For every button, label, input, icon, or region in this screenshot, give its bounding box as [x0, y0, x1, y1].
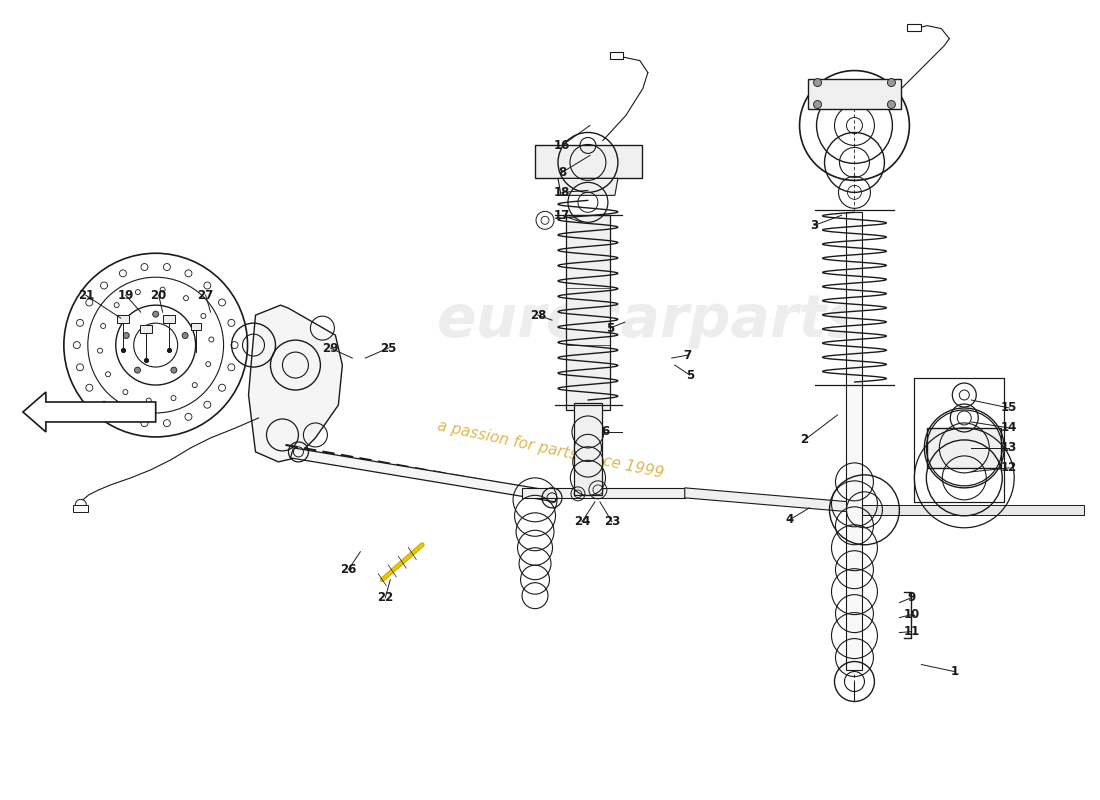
- Text: 5: 5: [606, 322, 614, 334]
- Polygon shape: [849, 505, 1085, 515]
- Text: 3: 3: [811, 219, 818, 232]
- Text: 16: 16: [553, 139, 570, 152]
- Text: 23: 23: [604, 515, 620, 528]
- Text: 12: 12: [1001, 462, 1018, 474]
- Text: 25: 25: [381, 342, 396, 354]
- Polygon shape: [807, 78, 901, 109]
- Text: 7: 7: [684, 349, 692, 362]
- Text: 13: 13: [1001, 442, 1018, 454]
- FancyBboxPatch shape: [609, 52, 623, 58]
- Polygon shape: [927, 428, 1001, 468]
- Circle shape: [888, 78, 895, 86]
- Polygon shape: [290, 448, 558, 502]
- Text: 29: 29: [322, 342, 339, 354]
- Polygon shape: [249, 305, 342, 462]
- Text: 10: 10: [903, 608, 920, 621]
- Text: 26: 26: [340, 563, 356, 576]
- FancyBboxPatch shape: [163, 315, 175, 323]
- Text: 24: 24: [574, 515, 590, 528]
- FancyBboxPatch shape: [73, 505, 88, 512]
- Circle shape: [183, 333, 188, 338]
- Circle shape: [134, 367, 141, 373]
- Text: 28: 28: [530, 309, 547, 322]
- Circle shape: [123, 333, 129, 338]
- FancyBboxPatch shape: [190, 323, 200, 330]
- Text: 2: 2: [801, 434, 808, 446]
- Circle shape: [170, 367, 177, 373]
- Text: 17: 17: [554, 209, 570, 222]
- Polygon shape: [535, 146, 641, 178]
- Text: 4: 4: [785, 514, 794, 526]
- Text: 22: 22: [377, 591, 394, 604]
- Text: eurocarparts: eurocarparts: [437, 292, 862, 349]
- Polygon shape: [558, 178, 618, 195]
- Polygon shape: [566, 215, 609, 410]
- FancyBboxPatch shape: [908, 24, 922, 30]
- Text: 20: 20: [151, 289, 167, 302]
- FancyBboxPatch shape: [140, 325, 152, 333]
- Text: 1: 1: [950, 665, 958, 678]
- Text: 18: 18: [553, 186, 570, 199]
- Text: 11: 11: [903, 625, 920, 638]
- Circle shape: [814, 101, 822, 109]
- Polygon shape: [23, 392, 156, 432]
- Polygon shape: [522, 488, 685, 498]
- Text: 6: 6: [601, 426, 609, 438]
- Text: 21: 21: [78, 289, 94, 302]
- FancyBboxPatch shape: [117, 315, 129, 323]
- Polygon shape: [914, 378, 1004, 502]
- Text: a passion for parts since 1999: a passion for parts since 1999: [436, 418, 664, 482]
- Polygon shape: [574, 403, 602, 495]
- Text: 5: 5: [685, 369, 694, 382]
- Text: 19: 19: [118, 289, 134, 302]
- Polygon shape: [685, 488, 849, 512]
- Text: 9: 9: [908, 591, 915, 604]
- Text: 8: 8: [558, 166, 566, 179]
- Text: 15: 15: [1001, 402, 1018, 414]
- Circle shape: [153, 311, 158, 317]
- Polygon shape: [847, 212, 862, 670]
- Circle shape: [888, 101, 895, 109]
- Circle shape: [814, 78, 822, 86]
- Text: 14: 14: [1001, 422, 1018, 434]
- Text: 27: 27: [198, 289, 213, 302]
